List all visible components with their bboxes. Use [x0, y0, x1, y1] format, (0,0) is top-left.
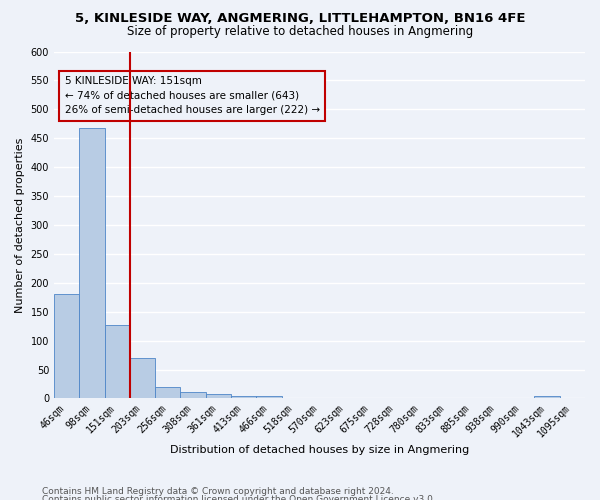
Bar [155, 388, 181, 398]
Y-axis label: Number of detached properties: Number of detached properties [15, 138, 25, 312]
Text: Contains HM Land Registry data © Crown copyright and database right 2024.: Contains HM Land Registry data © Crown c… [42, 488, 394, 496]
Bar [206, 394, 231, 398]
Bar [256, 396, 281, 398]
X-axis label: Distribution of detached houses by size in Angmering: Distribution of detached houses by size … [170, 445, 469, 455]
Text: Size of property relative to detached houses in Angmering: Size of property relative to detached ho… [127, 25, 473, 38]
Bar [231, 396, 256, 398]
Bar [104, 325, 130, 398]
Text: 5 KINLESIDE WAY: 151sqm
← 74% of detached houses are smaller (643)
26% of semi-d: 5 KINLESIDE WAY: 151sqm ← 74% of detache… [65, 76, 320, 116]
Text: 5, KINLESIDE WAY, ANGMERING, LITTLEHAMPTON, BN16 4FE: 5, KINLESIDE WAY, ANGMERING, LITTLEHAMPT… [75, 12, 525, 26]
Bar [535, 396, 560, 398]
Bar [79, 128, 104, 398]
Bar [130, 358, 155, 399]
Text: Contains public sector information licensed under the Open Government Licence v3: Contains public sector information licen… [42, 495, 436, 500]
Bar [54, 294, 79, 399]
Bar [181, 392, 206, 398]
